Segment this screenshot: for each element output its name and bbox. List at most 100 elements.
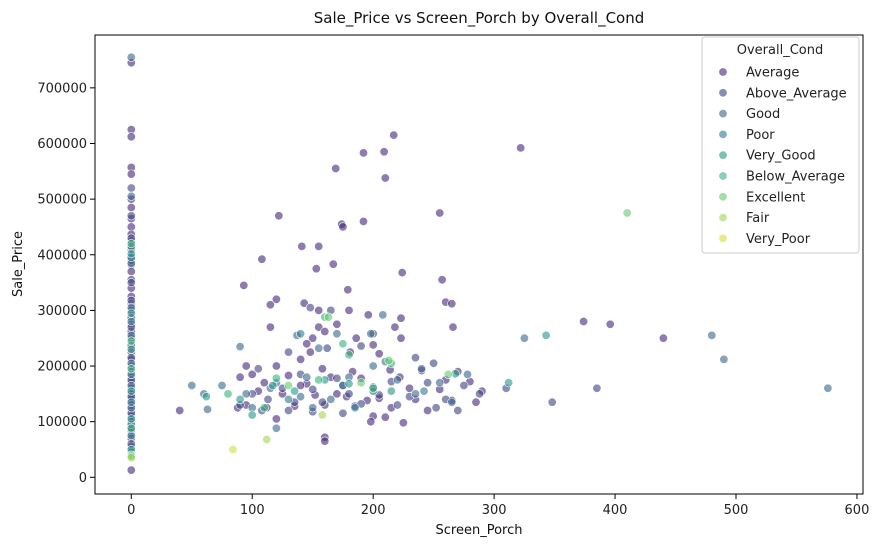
data-point — [311, 264, 321, 274]
legend-label: Fair — [746, 211, 770, 226]
data-point — [410, 389, 420, 399]
data-point — [302, 372, 312, 382]
data-point — [338, 222, 348, 232]
x-axis-ticks: 0 100 200 300 400 500 600 — [127, 494, 869, 518]
data-point — [410, 353, 420, 363]
data-point — [516, 143, 526, 153]
data-point — [262, 434, 272, 444]
data-point — [126, 211, 136, 221]
x-tick-label: 0 — [127, 503, 135, 518]
data-point — [268, 380, 278, 390]
data-point — [274, 211, 284, 221]
data-point — [283, 347, 293, 357]
data-point — [390, 322, 400, 332]
data-point — [126, 364, 136, 374]
data-point — [126, 386, 136, 396]
data-point — [398, 418, 408, 428]
data-point — [368, 361, 378, 371]
data-point — [547, 397, 557, 407]
x-tick-label: 200 — [361, 503, 386, 518]
data-point — [331, 164, 341, 174]
data-point — [338, 339, 348, 349]
data-point — [126, 52, 136, 62]
data-point — [605, 319, 615, 329]
data-point — [265, 300, 275, 310]
legend-label: Very_Good — [746, 149, 816, 164]
data-point — [314, 305, 324, 315]
data-point — [296, 329, 306, 339]
data-point — [344, 389, 354, 399]
data-point — [579, 316, 589, 326]
data-point — [622, 208, 632, 218]
data-point — [241, 389, 251, 399]
data-point — [257, 254, 267, 264]
data-point — [397, 268, 407, 278]
data-point — [453, 405, 463, 415]
data-point — [126, 183, 136, 193]
data-point — [308, 384, 318, 394]
data-point — [265, 322, 275, 332]
data-point — [126, 344, 136, 354]
series-fair — [126, 410, 327, 463]
legend-box — [701, 36, 860, 254]
data-point — [429, 358, 439, 368]
data-point — [247, 410, 257, 420]
data-point — [447, 299, 457, 309]
data-point — [235, 394, 245, 404]
data-point — [126, 423, 136, 433]
data-point — [283, 370, 293, 380]
data-point — [305, 303, 315, 313]
data-point — [389, 130, 399, 140]
data-point — [314, 375, 324, 385]
data-point — [126, 453, 136, 463]
data-point — [447, 397, 457, 407]
data-point — [317, 397, 327, 407]
y-axis-label: Sale_Price — [11, 231, 26, 297]
legend: Overall_Cond Average Above_Average Good Poo… — [701, 36, 860, 254]
data-point — [379, 147, 389, 157]
y-tick-label: 600000 — [37, 137, 87, 152]
data-point — [314, 241, 324, 251]
data-point — [356, 378, 366, 388]
data-point — [308, 403, 318, 413]
data-point — [344, 305, 354, 315]
data-point — [126, 239, 136, 249]
data-point — [314, 322, 324, 332]
y-tick-label: 700000 — [37, 81, 87, 96]
data-point — [417, 364, 427, 374]
data-point — [247, 369, 257, 379]
data-point — [187, 380, 197, 390]
data-point — [296, 392, 306, 402]
data-point — [317, 364, 327, 374]
data-point — [592, 383, 602, 393]
y-tick-label: 300000 — [37, 304, 87, 319]
data-point — [271, 423, 281, 433]
legend-marker — [718, 233, 728, 243]
y-axis-ticks: 0 100000 200000 300000 400000 500000 600000 700… — [37, 81, 95, 486]
data-point — [271, 361, 281, 371]
x-tick-label: 100 — [240, 503, 265, 518]
data-point — [323, 312, 333, 322]
data-point — [332, 329, 342, 339]
data-point — [296, 354, 306, 364]
data-point — [423, 378, 433, 388]
data-point — [283, 405, 293, 415]
series-very-poor — [228, 444, 238, 454]
data-point — [384, 355, 394, 365]
y-tick-label: 200000 — [37, 360, 87, 375]
data-point — [462, 369, 472, 379]
data-point — [435, 378, 445, 388]
series-excellent — [126, 208, 632, 461]
data-point — [443, 369, 453, 379]
legend-label: Above_Average — [746, 86, 847, 101]
chart-title: Sale_Price vs Screen_Porch by Overall_Co… — [314, 9, 645, 28]
data-point — [308, 333, 318, 343]
data-point — [259, 378, 269, 388]
data-point — [271, 414, 281, 424]
data-point — [126, 266, 136, 276]
data-point — [338, 408, 348, 418]
data-point — [519, 333, 529, 343]
data-point — [235, 372, 245, 382]
data-point — [126, 249, 136, 259]
legend-marker — [718, 88, 728, 98]
